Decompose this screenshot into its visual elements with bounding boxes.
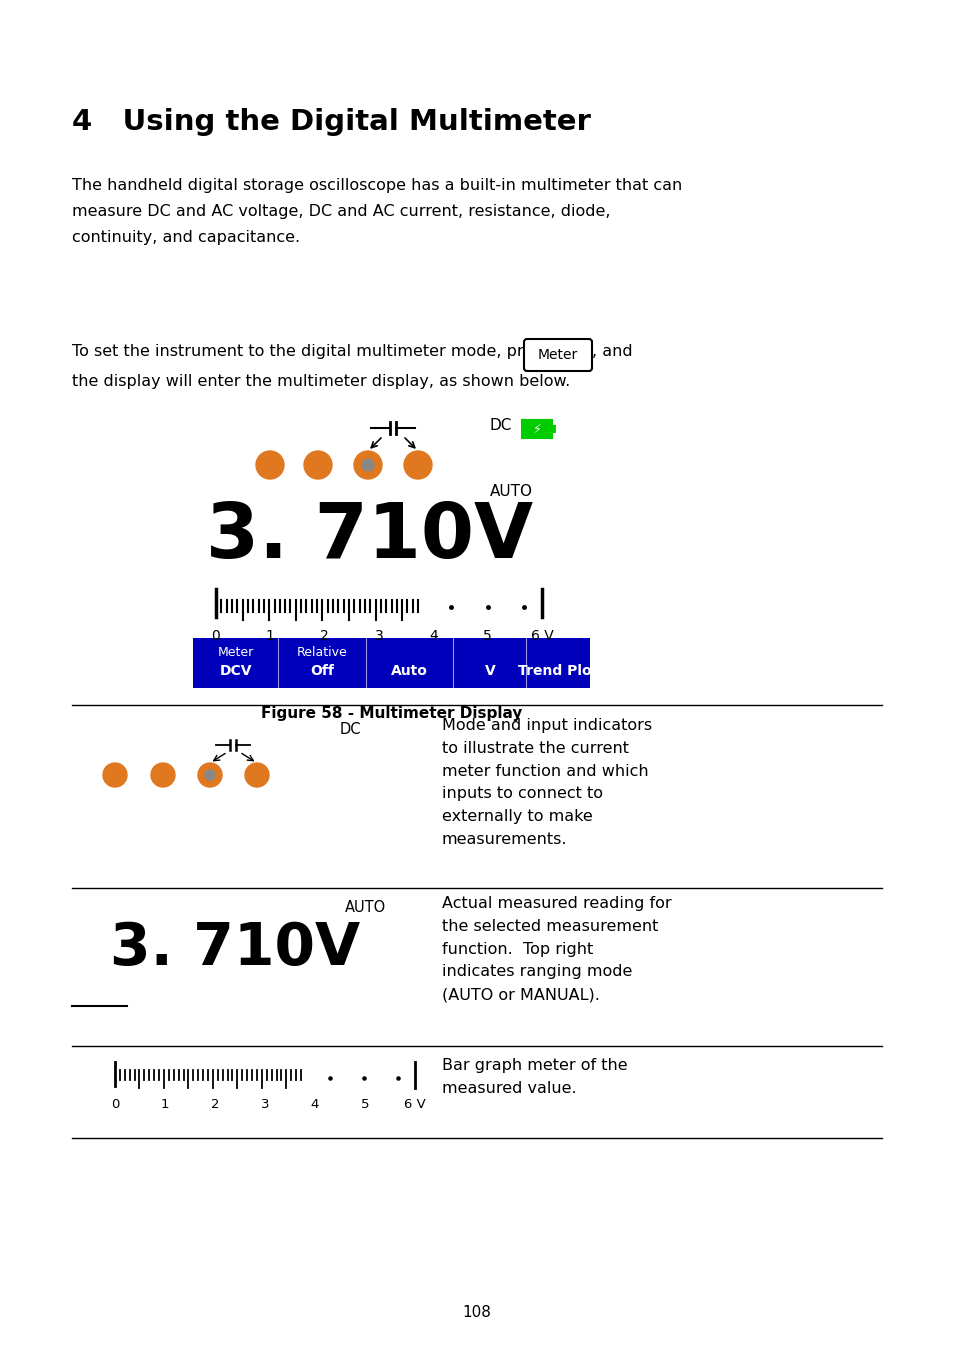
Text: 6 V: 6 V bbox=[404, 1098, 425, 1111]
Text: Actual measured reading for
the selected measurement
function.  Top right
indica: Actual measured reading for the selected… bbox=[441, 896, 671, 1002]
Text: Trend Plot: Trend Plot bbox=[517, 664, 598, 678]
Text: continuity, and capacitance.: continuity, and capacitance. bbox=[71, 230, 300, 245]
Text: 3: 3 bbox=[260, 1098, 269, 1111]
Text: 4: 4 bbox=[311, 1098, 319, 1111]
Text: , and: , and bbox=[592, 343, 632, 360]
Text: 108: 108 bbox=[462, 1305, 491, 1320]
Circle shape bbox=[103, 762, 127, 787]
Text: To set the instrument to the digital multimeter mode, press: To set the instrument to the digital mul… bbox=[71, 343, 554, 360]
Text: Figure 58 - Multimeter Display: Figure 58 - Multimeter Display bbox=[260, 706, 521, 721]
Circle shape bbox=[255, 451, 284, 480]
Text: DC: DC bbox=[339, 722, 361, 737]
Text: 0: 0 bbox=[111, 1098, 119, 1111]
Text: measure DC and AC voltage, DC and AC current, resistance, diode,: measure DC and AC voltage, DC and AC cur… bbox=[71, 203, 610, 220]
Circle shape bbox=[245, 762, 269, 787]
Text: Meter: Meter bbox=[217, 647, 253, 659]
Text: 3. 710V: 3. 710V bbox=[110, 920, 359, 977]
FancyBboxPatch shape bbox=[523, 339, 592, 370]
Text: 5: 5 bbox=[360, 1098, 369, 1111]
Circle shape bbox=[304, 451, 332, 480]
Text: the display will enter the multimeter display, as shown below.: the display will enter the multimeter di… bbox=[71, 374, 570, 389]
Text: AUTO: AUTO bbox=[490, 484, 533, 498]
Text: DC: DC bbox=[490, 418, 512, 432]
Text: 1: 1 bbox=[266, 629, 274, 643]
Text: 5: 5 bbox=[483, 629, 492, 643]
Bar bbox=[193, 638, 589, 688]
Bar bbox=[552, 426, 556, 432]
Text: 2: 2 bbox=[320, 629, 329, 643]
Circle shape bbox=[354, 451, 381, 480]
Text: 3: 3 bbox=[375, 629, 383, 643]
Text: 2: 2 bbox=[211, 1098, 219, 1111]
Text: Off: Off bbox=[310, 664, 334, 678]
Text: 6 V: 6 V bbox=[530, 629, 553, 643]
Text: V: V bbox=[484, 664, 495, 678]
Circle shape bbox=[362, 459, 374, 471]
Text: 3. 710V: 3. 710V bbox=[206, 500, 533, 574]
Circle shape bbox=[198, 762, 222, 787]
Text: 4: 4 bbox=[429, 629, 437, 643]
Text: Auto: Auto bbox=[391, 664, 427, 678]
Text: The handheld digital storage oscilloscope has a built-in multimeter that can: The handheld digital storage oscilloscop… bbox=[71, 178, 681, 193]
Circle shape bbox=[151, 762, 174, 787]
Text: ⚡: ⚡ bbox=[532, 423, 540, 435]
Text: Mode and input indicators
to illustrate the current
meter function and which
inp: Mode and input indicators to illustrate … bbox=[441, 718, 652, 847]
Text: Bar graph meter of the
measured value.: Bar graph meter of the measured value. bbox=[441, 1057, 627, 1096]
Text: AUTO: AUTO bbox=[345, 900, 386, 915]
Text: 4   Using the Digital Multimeter: 4 Using the Digital Multimeter bbox=[71, 108, 590, 136]
Text: 1: 1 bbox=[161, 1098, 169, 1111]
Circle shape bbox=[205, 770, 214, 780]
Text: 0: 0 bbox=[212, 629, 220, 643]
Circle shape bbox=[403, 451, 432, 480]
Text: DCV: DCV bbox=[219, 664, 252, 678]
Text: Relative: Relative bbox=[296, 647, 347, 659]
Bar bbox=[521, 420, 552, 438]
Text: Meter: Meter bbox=[537, 348, 578, 362]
